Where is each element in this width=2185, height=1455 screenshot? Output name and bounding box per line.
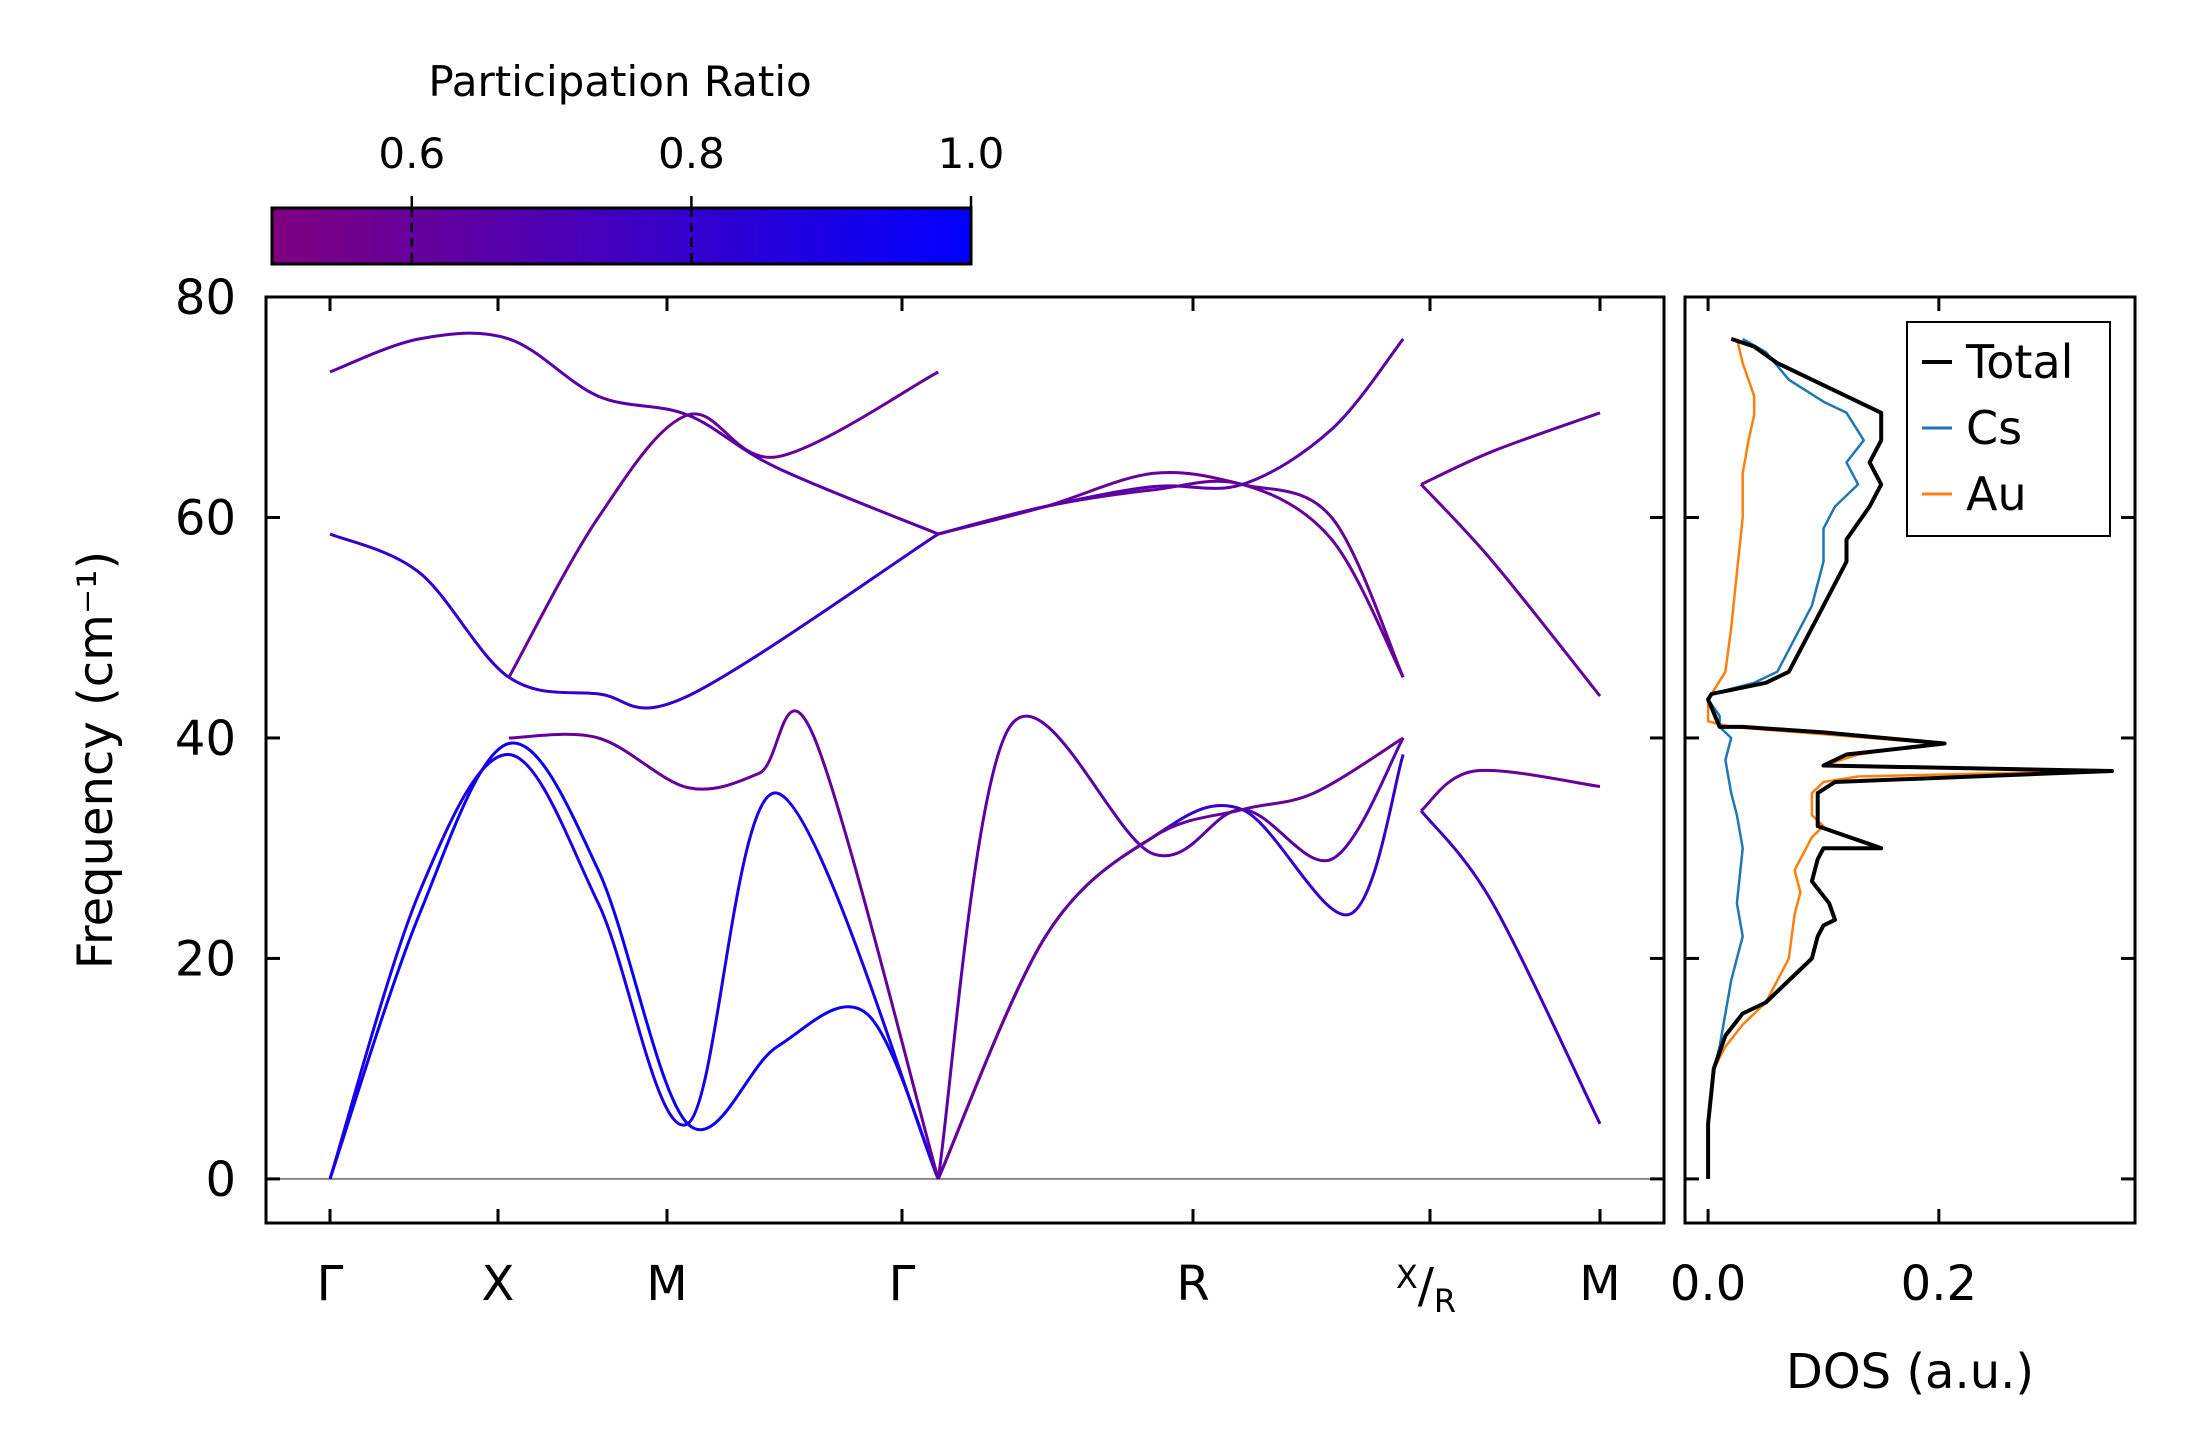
colorbar: Participation Ratio 0.6 0.8 1.0 (270, 57, 1004, 266)
phonon-branch-14 (937, 337, 1405, 536)
legend-label-au: Au (1966, 467, 2027, 521)
dos-x-tick-label: 0.2 (1901, 1256, 1977, 1312)
phonon-branch-13 (937, 470, 1405, 678)
phonon-branch-11 (329, 331, 939, 536)
x-tick-label: M (1579, 1256, 1620, 1312)
colorbar-tick-label: 0.8 (658, 129, 725, 178)
colorbar-title: Participation Ratio (428, 57, 811, 106)
dos-legend: Total Cs Au (1906, 321, 2111, 537)
x-tick-label-x-over-r: X/R (1396, 1258, 1456, 1320)
y-tick-label: 60 (175, 490, 236, 546)
legend-label-cs: Cs (1966, 401, 2022, 455)
colorbar-tick-label: 1.0 (938, 129, 1005, 178)
dos-x-tick-label: 0.0 (1670, 1256, 1746, 1312)
x-tick-label: X (482, 1256, 515, 1312)
colorbar-gradient (270, 206, 973, 266)
colorbar-tick-label: 0.6 (378, 129, 445, 178)
phonon-branch-6 (936, 736, 1404, 1180)
band-y-axis-label: Frequency (cm⁻¹) (68, 551, 124, 969)
phonon-branch-7 (1420, 768, 1601, 812)
dos-curves (1706, 337, 2114, 1179)
phonon-branch-12 (937, 479, 1405, 678)
dos-axes-frame (1683, 295, 2137, 1225)
phonon-branch-15 (1420, 411, 1601, 486)
y-tick-label: 40 (175, 711, 236, 767)
dos-au (1706, 338, 2102, 1179)
phonon-branch-16 (1420, 483, 1602, 698)
phonon-branch-1 (328, 741, 940, 1180)
phonon-branch-2 (328, 752, 940, 1180)
y-tick-label: 0 (205, 1152, 236, 1208)
phonon-branches (328, 331, 1602, 1180)
y-tick-label: 20 (175, 931, 236, 987)
x-tick-label: M (646, 1256, 687, 1312)
band-x-ticks: Γ X M Γ R X/R M (317, 297, 1621, 1320)
y-tick-label: 80 (175, 270, 236, 326)
band-structure-panel: 0 20 40 60 80 Γ X M Γ R X/R M Frequency (cm⁻¹) (68, 270, 1666, 1320)
phonon-branch-3 (508, 709, 940, 1180)
dos-x-axis-label: DOS (a.u.) (1786, 1344, 2034, 1400)
dos-ticks: 0.0 0.2 (1670, 295, 2135, 1312)
phonon-branch-8 (1419, 809, 1602, 1125)
phonon-branch-9 (329, 532, 940, 710)
band-axes-frame (264, 295, 1666, 1225)
dos-total (1706, 337, 2114, 1179)
phonon-branch-5 (936, 754, 1405, 1180)
legend-label-total: Total (1965, 335, 2073, 389)
x-tick-label: Γ (317, 1256, 344, 1312)
phonon-branch-10 (507, 370, 939, 679)
x-tick-label: R (1176, 1256, 1209, 1312)
band-y-ticks: 0 20 40 60 80 (175, 270, 1664, 1208)
dos-panel: 0.0 0.2 DOS (a.u.) Total Cs Au (1670, 295, 2137, 1400)
x-tick-label: Γ (889, 1256, 916, 1312)
colorbar-ticks: 0.6 0.8 1.0 (378, 129, 1004, 264)
phonon-branch-4 (936, 714, 1405, 1180)
